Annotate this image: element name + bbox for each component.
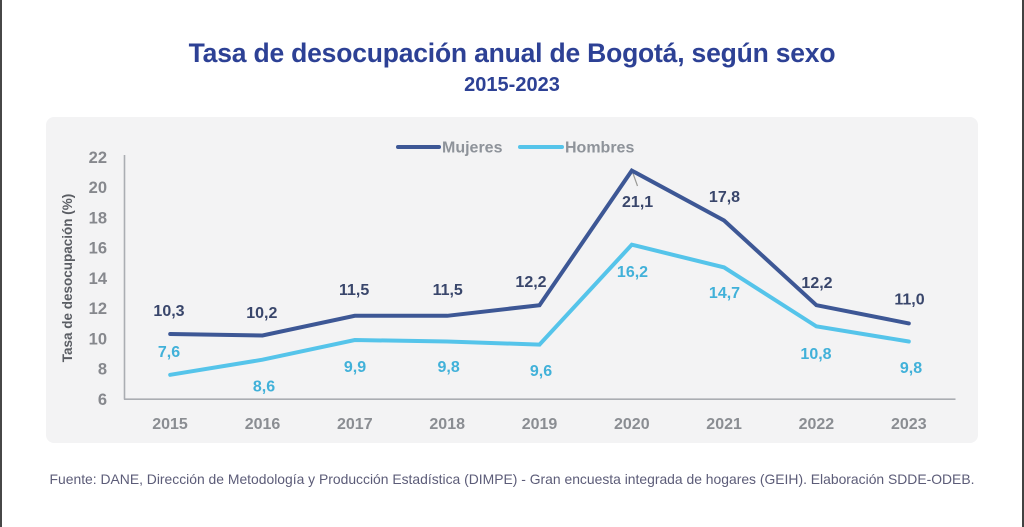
- svg-text:Tasa de desocupación (%): Tasa de desocupación (%): [60, 194, 75, 363]
- svg-text:8: 8: [98, 361, 107, 379]
- svg-text:2021: 2021: [706, 416, 742, 433]
- svg-text:10: 10: [89, 330, 107, 348]
- svg-text:Mujeres: Mujeres: [442, 140, 503, 157]
- svg-text:2016: 2016: [245, 416, 281, 433]
- svg-text:12,2: 12,2: [801, 275, 832, 292]
- svg-text:2023: 2023: [891, 416, 927, 433]
- svg-text:2019: 2019: [522, 416, 558, 433]
- svg-text:2022: 2022: [799, 416, 835, 433]
- svg-text:11,5: 11,5: [433, 282, 463, 299]
- svg-text:10,3: 10,3: [153, 303, 184, 320]
- svg-text:9,6: 9,6: [530, 363, 552, 380]
- svg-text:2018: 2018: [429, 416, 465, 433]
- svg-text:9,8: 9,8: [437, 359, 459, 376]
- svg-text:16,2: 16,2: [617, 264, 648, 281]
- svg-text:22: 22: [89, 149, 107, 167]
- svg-text:12,2: 12,2: [515, 274, 546, 291]
- svg-text:2017: 2017: [337, 416, 373, 433]
- svg-text:11,0: 11,0: [894, 292, 924, 309]
- svg-text:2015: 2015: [152, 416, 188, 433]
- svg-text:17,8: 17,8: [709, 189, 740, 206]
- svg-text:9,9: 9,9: [344, 359, 366, 376]
- svg-text:8,6: 8,6: [253, 379, 275, 396]
- svg-text:9,8: 9,8: [900, 360, 922, 377]
- svg-text:10,8: 10,8: [800, 346, 831, 363]
- svg-text:2020: 2020: [614, 416, 650, 433]
- svg-text:21,1: 21,1: [622, 194, 653, 211]
- svg-text:6: 6: [98, 391, 107, 409]
- svg-text:11,5: 11,5: [339, 282, 369, 299]
- svg-text:Hombres: Hombres: [565, 140, 634, 157]
- svg-text:10,2: 10,2: [246, 305, 277, 322]
- svg-text:16: 16: [89, 240, 107, 258]
- svg-text:14: 14: [89, 270, 108, 288]
- svg-text:14,7: 14,7: [709, 285, 740, 302]
- svg-text:20: 20: [89, 179, 107, 197]
- svg-text:12: 12: [89, 300, 107, 318]
- svg-text:18: 18: [89, 209, 107, 227]
- svg-text:7,6: 7,6: [158, 344, 180, 361]
